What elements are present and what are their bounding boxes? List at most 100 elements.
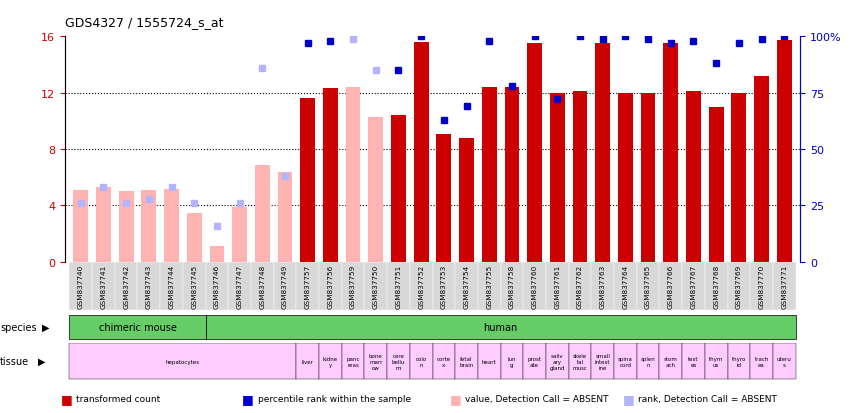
Bar [550, 93, 565, 262]
Bar [528, 44, 542, 262]
Bar [750, 262, 773, 310]
Text: GSM837765: GSM837765 [645, 263, 651, 308]
Bar [568, 344, 592, 379]
Bar [319, 262, 342, 310]
Bar [773, 262, 796, 310]
Bar [546, 344, 568, 379]
Bar [501, 344, 523, 379]
Text: GSM837746: GSM837746 [214, 263, 220, 308]
Text: small
intest
ine: small intest ine [595, 353, 611, 370]
Text: thyro
id: thyro id [732, 356, 746, 367]
Bar [459, 138, 474, 262]
Bar [614, 344, 637, 379]
Text: splen
n: splen n [641, 356, 656, 367]
Text: GDS4327 / 1555724_s_at: GDS4327 / 1555724_s_at [65, 16, 223, 29]
Text: GSM837753: GSM837753 [441, 263, 447, 308]
Text: GSM837755: GSM837755 [486, 263, 492, 308]
Bar [232, 207, 247, 262]
Text: ■: ■ [61, 392, 73, 405]
Text: fetal
brain: fetal brain [459, 356, 474, 367]
Bar [618, 93, 633, 262]
Text: GSM837763: GSM837763 [599, 263, 605, 308]
Text: liver: liver [302, 359, 314, 364]
Bar [69, 262, 92, 310]
Bar [727, 262, 750, 310]
Text: ■: ■ [242, 392, 254, 405]
Bar [69, 315, 206, 339]
Bar [69, 344, 297, 379]
Text: GSM837761: GSM837761 [554, 263, 561, 308]
Text: percentile rank within the sample: percentile rank within the sample [258, 394, 411, 403]
Bar [96, 188, 111, 262]
Text: GSM837768: GSM837768 [713, 263, 719, 308]
Text: heart: heart [482, 359, 497, 364]
Bar [410, 262, 432, 310]
Bar [410, 344, 432, 379]
Bar [251, 262, 273, 310]
Bar [705, 344, 727, 379]
Text: GSM837741: GSM837741 [100, 263, 106, 308]
Bar [732, 93, 746, 262]
Text: test
es: test es [689, 356, 699, 367]
Text: stom
ach: stom ach [663, 356, 677, 367]
Bar [228, 262, 251, 310]
Bar [573, 92, 587, 262]
Text: kidne
y: kidne y [323, 356, 338, 367]
Bar [164, 189, 179, 262]
Bar [482, 88, 497, 262]
Text: panc
reas: panc reas [346, 356, 360, 367]
Text: GSM837747: GSM837747 [237, 263, 242, 308]
Text: GSM837764: GSM837764 [623, 263, 628, 308]
Bar [138, 262, 160, 310]
Text: trach
ea: trach ea [754, 356, 769, 367]
Bar [727, 344, 750, 379]
Text: transformed count: transformed count [76, 394, 160, 403]
Bar [432, 344, 455, 379]
Bar [364, 344, 388, 379]
Bar [342, 262, 364, 310]
Text: species: species [0, 322, 36, 332]
Text: prost
ate: prost ate [528, 356, 541, 367]
Bar [300, 99, 315, 262]
Bar [187, 213, 202, 262]
Bar [501, 262, 523, 310]
Text: tissue: tissue [0, 356, 29, 366]
Bar [388, 262, 410, 310]
Text: GSM837762: GSM837762 [577, 263, 583, 308]
Bar [115, 262, 138, 310]
Bar [278, 172, 292, 262]
Text: ■: ■ [623, 392, 635, 405]
Text: bone
marr
ow: bone marr ow [368, 353, 382, 370]
Text: GSM837744: GSM837744 [169, 263, 175, 308]
Bar [708, 107, 723, 262]
Text: hepatocytes: hepatocytes [166, 359, 200, 364]
Text: GSM837766: GSM837766 [668, 263, 674, 308]
Text: GSM837752: GSM837752 [418, 263, 424, 308]
Text: ■: ■ [450, 392, 462, 405]
Text: cere
bellu
m: cere bellu m [392, 353, 405, 370]
Text: GSM837756: GSM837756 [327, 263, 333, 308]
Text: colo
n: colo n [415, 356, 426, 367]
Text: GSM837759: GSM837759 [350, 263, 356, 308]
Bar [255, 165, 270, 262]
Bar [346, 88, 361, 262]
Bar [682, 262, 705, 310]
Bar [297, 262, 319, 310]
Text: lun
g: lun g [508, 356, 516, 367]
Bar [663, 44, 678, 262]
Bar [682, 344, 705, 379]
Bar [437, 134, 452, 262]
Text: GSM837767: GSM837767 [690, 263, 696, 308]
Bar [455, 344, 477, 379]
Text: corte
x: corte x [437, 356, 451, 367]
Text: GSM837743: GSM837743 [146, 263, 152, 308]
Bar [477, 344, 501, 379]
Bar [368, 117, 383, 262]
Bar [183, 262, 206, 310]
Bar [595, 44, 610, 262]
Text: ▶: ▶ [42, 322, 49, 332]
Text: GSM837771: GSM837771 [781, 263, 787, 308]
Text: uteru
s: uteru s [777, 356, 791, 367]
Bar [504, 88, 519, 262]
Bar [659, 262, 682, 310]
